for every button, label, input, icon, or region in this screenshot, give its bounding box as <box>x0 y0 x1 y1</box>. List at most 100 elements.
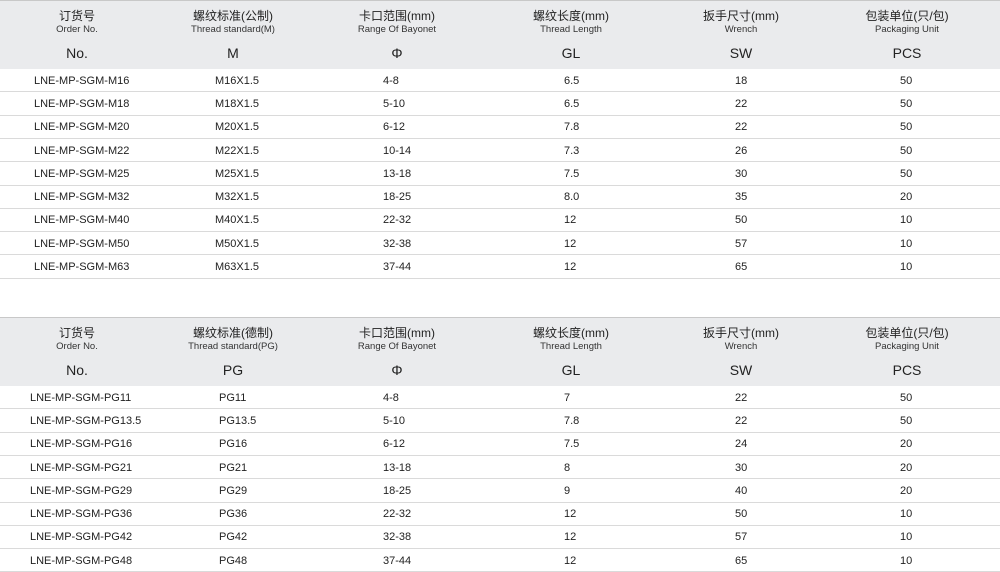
table-cell: 12 <box>564 261 577 274</box>
header-en: Thread Length <box>540 24 602 35</box>
table-cell: M18X1.5 <box>215 97 260 110</box>
table-cell: 20 <box>900 461 913 474</box>
table-cell: LNE-MP-SGM-PG36 <box>30 508 133 521</box>
table-cell: 10 <box>900 261 913 274</box>
table-cell: 50 <box>900 391 913 404</box>
table-cell: 7.8 <box>564 414 580 427</box>
table-cell: 18 <box>735 74 748 87</box>
row-divider <box>0 501 1000 503</box>
table-cell: PG48 <box>219 554 248 567</box>
header-en: Wrench <box>724 341 758 352</box>
header-zh: 扳手尺寸(mm) <box>703 326 779 340</box>
table-cell: 26 <box>735 144 748 157</box>
header-symbol: No. <box>66 45 88 61</box>
table-cell: 8.0 <box>564 191 580 204</box>
table-cell: 4-8 <box>383 391 399 404</box>
table-cell: 12 <box>564 554 577 567</box>
table-cell: 50 <box>900 97 913 110</box>
header-symbol: PCS <box>892 362 922 378</box>
table-cell: 10-14 <box>383 144 412 157</box>
table-cell: 20 <box>900 438 913 451</box>
header-en: Order No. <box>56 24 98 35</box>
table-cell: 50 <box>900 167 913 180</box>
table-cell: 7.5 <box>564 167 580 180</box>
table-cell: PG42 <box>219 531 248 544</box>
table-cell: 13-18 <box>383 167 412 180</box>
table-cell: PG11 <box>219 391 247 404</box>
table-cell: PG16 <box>219 438 248 451</box>
table-cell: M63X1.5 <box>215 261 260 274</box>
header-zh: 扳手尺寸(mm) <box>703 9 779 23</box>
table-cell: M22X1.5 <box>215 144 260 157</box>
table-cell: 18-25 <box>383 484 412 497</box>
row-divider <box>0 207 1000 209</box>
header-symbol: SW <box>729 362 753 378</box>
table-cell: 7.5 <box>564 438 580 451</box>
table-cell: M16X1.5 <box>215 74 260 87</box>
table-cell: 40 <box>735 484 748 497</box>
table-cell: M40X1.5 <box>215 214 260 227</box>
table-cell: 6.5 <box>564 74 580 87</box>
row-divider <box>0 114 1000 116</box>
table-cell: PG36 <box>219 508 248 521</box>
table-header-bg <box>0 0 1000 69</box>
header-en: Thread standard(PG) <box>188 341 278 352</box>
table-cell: LNE-MP-SGM-PG21 <box>30 461 133 474</box>
header-zh: 螺纹长度(mm) <box>533 9 609 23</box>
table-cell: 50 <box>900 414 913 427</box>
table-cell: 20 <box>900 191 913 204</box>
table-cell: LNE-MP-SGM-M18 <box>34 97 130 110</box>
header-en: Thread standard(M) <box>191 24 275 35</box>
table-cell: 22 <box>735 414 748 427</box>
table-cell: 22-32 <box>383 508 412 521</box>
header-zh: 螺纹长度(mm) <box>533 326 609 340</box>
table-cell: LNE-MP-SGM-PG29 <box>30 484 133 497</box>
table-cell: 50 <box>735 508 748 521</box>
table-cell: LNE-MP-SGM-M20 <box>34 121 130 134</box>
row-divider <box>0 408 1000 410</box>
table-cell: 6-12 <box>383 121 406 134</box>
table-cell: 6.5 <box>564 97 580 110</box>
table-cell: 20 <box>900 484 913 497</box>
table-cell: PG29 <box>219 484 248 497</box>
header-symbol: GL <box>561 362 581 378</box>
header-symbol: PCS <box>892 45 922 61</box>
table-cell: 10 <box>900 237 913 250</box>
table-cell: LNE-MP-SGM-M22 <box>34 144 130 157</box>
header-en: Range Of Bayonet <box>357 341 437 352</box>
header-zh: 订货号 <box>58 9 96 23</box>
table-cell: 22 <box>735 97 748 110</box>
row-divider <box>0 161 1000 163</box>
header-en: Wrench <box>724 24 758 35</box>
header-en: Order No. <box>56 341 98 352</box>
table-cell: LNE-MP-SGM-M25 <box>34 167 130 180</box>
table-cell: 9 <box>564 484 571 497</box>
row-divider <box>0 137 1000 139</box>
row-divider <box>0 454 1000 456</box>
header-zh: 螺纹标准(公制) <box>193 9 273 23</box>
row-divider <box>0 254 1000 256</box>
row-divider <box>0 431 1000 433</box>
table-cell: 50 <box>900 144 913 157</box>
table-cell: LNE-MP-SGM-M40 <box>34 214 130 227</box>
header-en: Packaging Unit <box>875 24 939 35</box>
table-cell: 10 <box>900 214 913 227</box>
row-divider <box>0 478 1000 480</box>
table-cell: 12 <box>564 237 577 250</box>
table-cell: 30 <box>735 167 748 180</box>
table-cell: 18-25 <box>383 191 412 204</box>
table-cell: 7.8 <box>564 121 580 134</box>
header-symbol: No. <box>66 362 88 378</box>
header-symbol: GL <box>561 45 581 61</box>
row-divider <box>0 277 1000 279</box>
row-divider <box>0 548 1000 550</box>
table-cell: PG13.5 <box>219 414 257 427</box>
table-cell: 12 <box>564 508 577 521</box>
table-cell: M20X1.5 <box>215 121 260 134</box>
table-cell: 10 <box>900 531 913 544</box>
table-cell: 57 <box>735 531 748 544</box>
table-cell: 12 <box>564 214 577 227</box>
row-divider <box>0 524 1000 526</box>
table-cell: PG21 <box>219 461 248 474</box>
